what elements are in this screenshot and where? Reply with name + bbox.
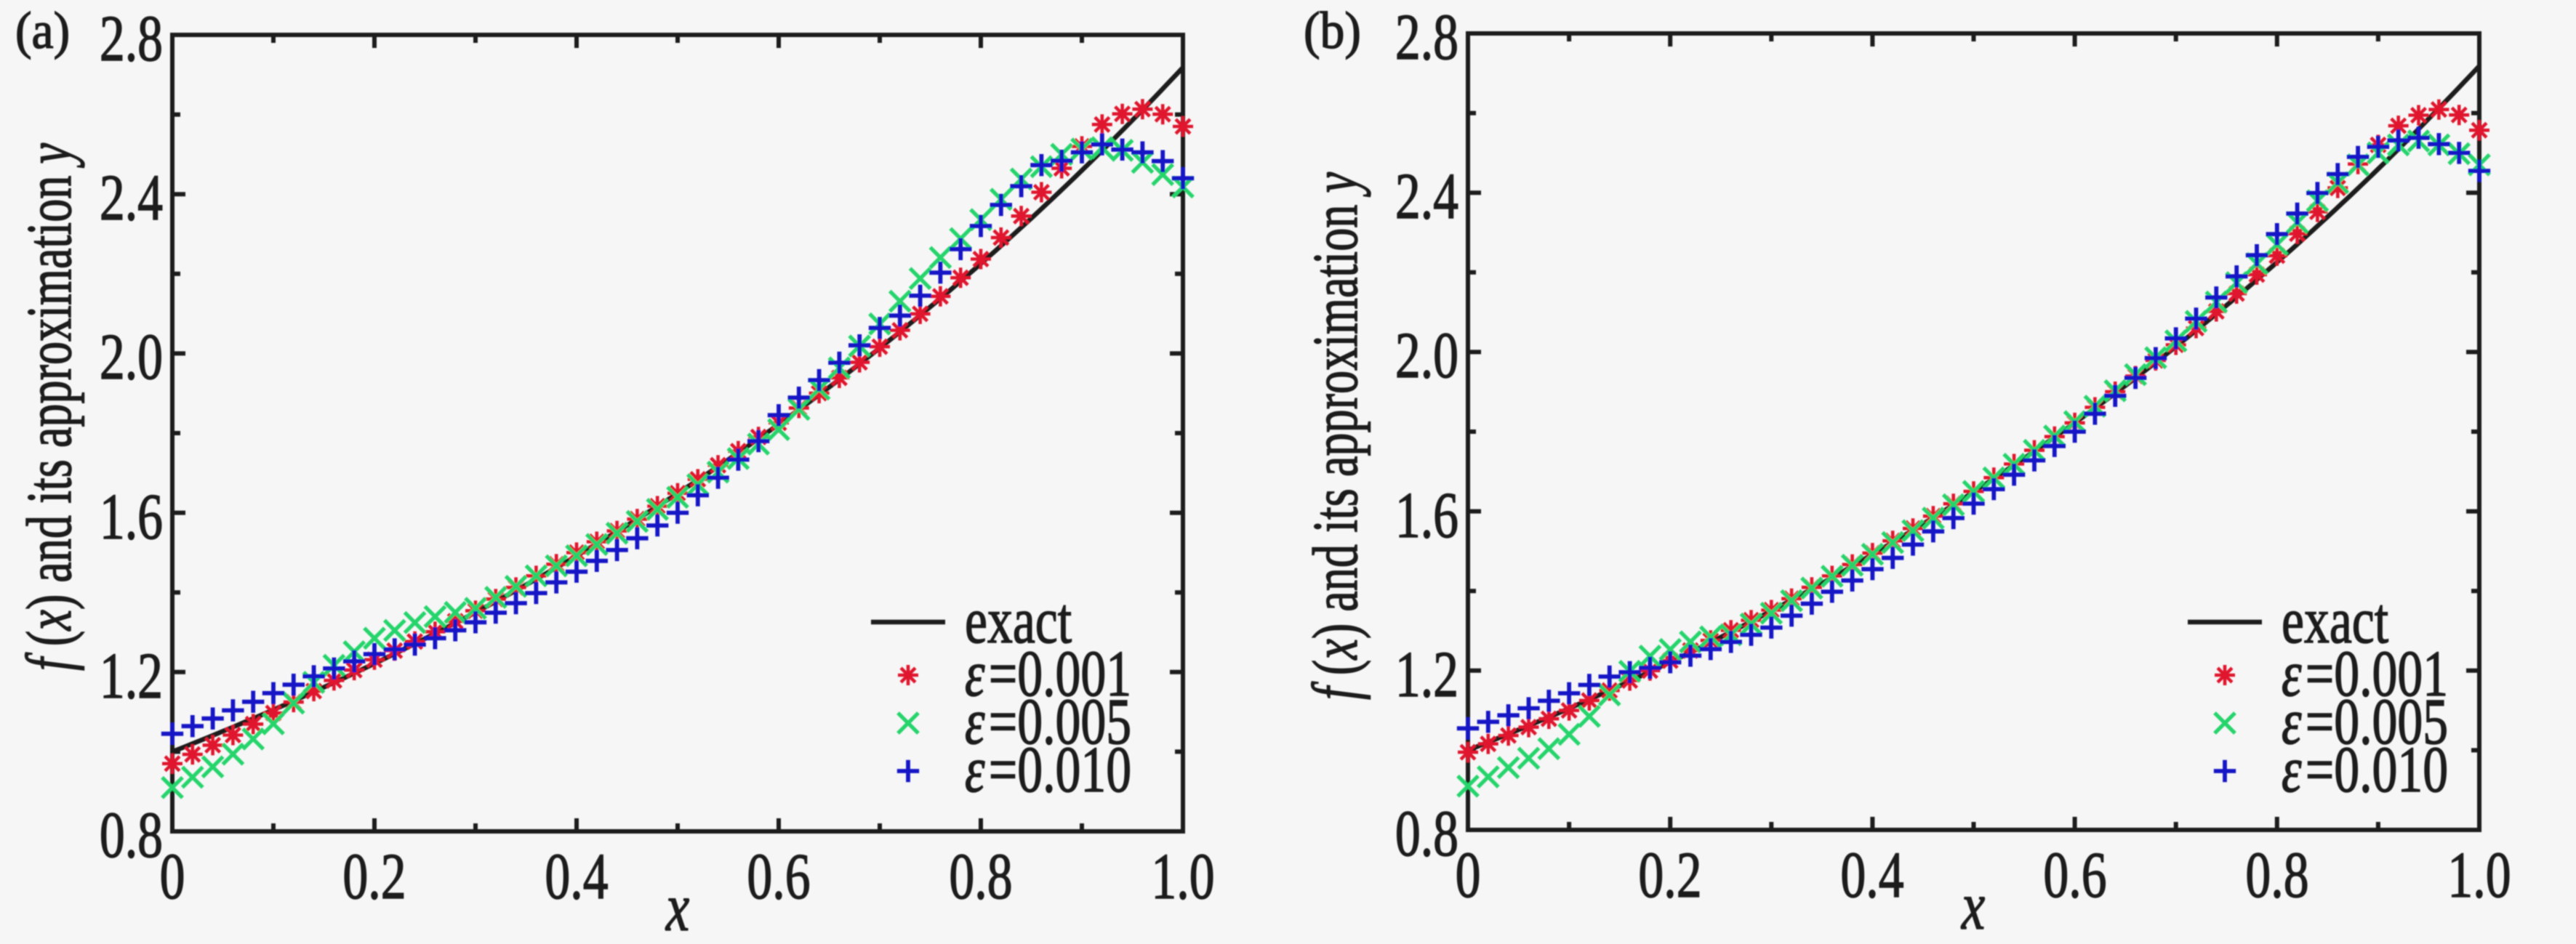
svg-text:1.0: 1.0: [2447, 839, 2511, 911]
svg-text:2.4: 2.4: [100, 162, 163, 234]
svg-text:0.2: 0.2: [342, 841, 406, 913]
svg-text:0.8: 0.8: [1395, 798, 1458, 870]
svg-text:0: 0: [160, 841, 185, 913]
svg-text:ε=0.001: ε=0.001: [2282, 638, 2448, 710]
svg-text:2.8: 2.8: [1395, 1, 1458, 73]
svg-text:ε=0.005: ε=0.005: [965, 686, 1131, 758]
svg-text:0.4: 0.4: [545, 841, 608, 913]
svg-text:0.4: 0.4: [1840, 839, 1903, 911]
svg-text:ε=0.005: ε=0.005: [2282, 686, 2448, 758]
svg-text:x: x: [665, 870, 689, 944]
svg-text:x: x: [1960, 868, 1985, 944]
svg-text:ε=0.010: ε=0.010: [2282, 734, 2448, 806]
svg-text:exact: exact: [965, 585, 1072, 657]
svg-text:f (x) and its approximation y: f (x) and its approximation y: [1299, 172, 1371, 700]
svg-text:1.2: 1.2: [100, 640, 163, 712]
svg-text:(a): (a): [15, 2, 70, 60]
svg-text:ε=0.010: ε=0.010: [965, 734, 1131, 806]
svg-text:2.0: 2.0: [1395, 320, 1458, 392]
svg-text:0.8: 0.8: [100, 799, 163, 871]
svg-text:0.8: 0.8: [2245, 839, 2308, 911]
svg-text:2.4: 2.4: [1395, 161, 1458, 233]
svg-text:1.6: 1.6: [100, 481, 163, 553]
svg-text:1.0: 1.0: [1151, 841, 1214, 913]
svg-text:0.2: 0.2: [1638, 839, 1701, 911]
svg-text:f (x) and its approximation y: f (x) and its approximation y: [13, 142, 84, 671]
svg-text:0.6: 0.6: [747, 841, 810, 913]
svg-text:2.8: 2.8: [100, 3, 163, 75]
svg-text:0.6: 0.6: [2043, 839, 2106, 911]
svg-text:0: 0: [1456, 839, 1481, 911]
svg-text:0.8: 0.8: [949, 841, 1012, 913]
svg-text:2.0: 2.0: [100, 321, 163, 393]
svg-text:1.2: 1.2: [1395, 639, 1458, 711]
svg-text:1.6: 1.6: [1395, 480, 1458, 552]
svg-text:(b): (b): [1304, 2, 1361, 60]
svg-text:ε=0.001: ε=0.001: [965, 638, 1131, 710]
svg-text:exact: exact: [2282, 585, 2388, 657]
